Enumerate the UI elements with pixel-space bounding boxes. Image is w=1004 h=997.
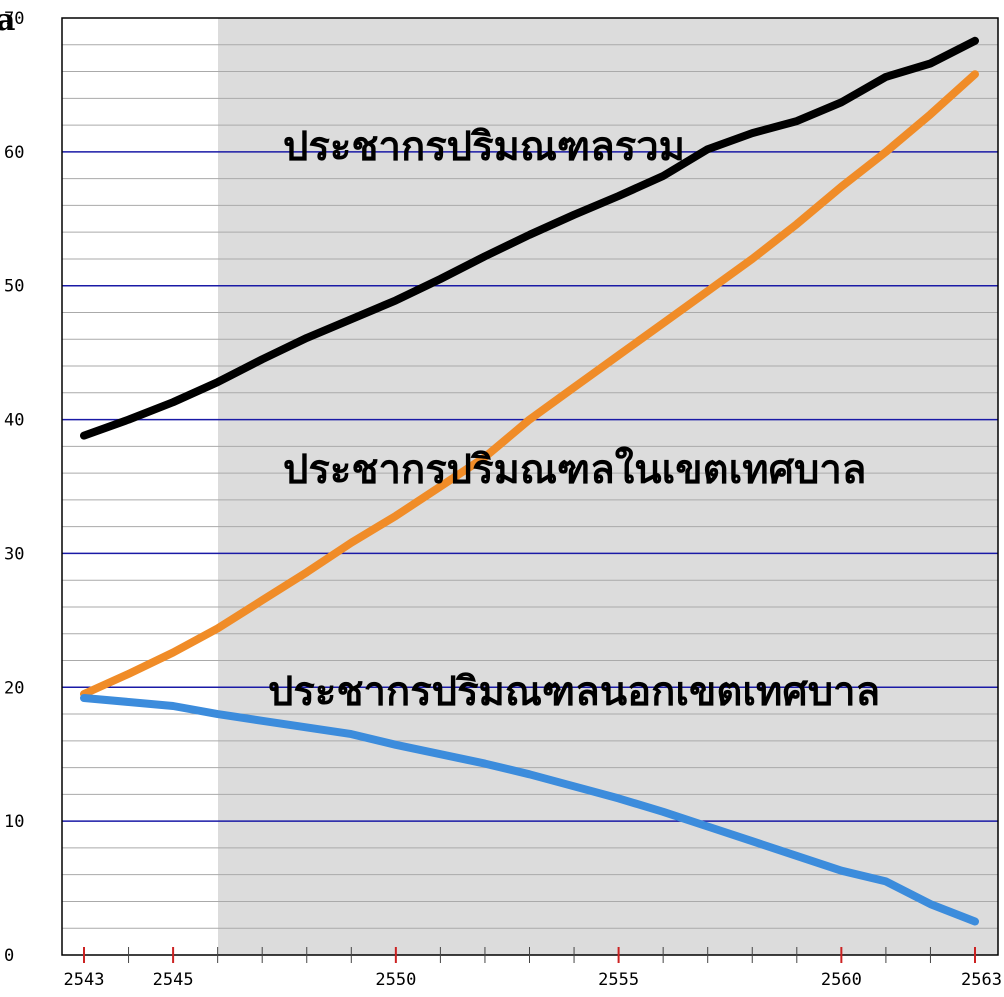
x-tick-label: 2545 [153,970,194,990]
series-lines [80,36,979,926]
x-tick-label: 2560 [821,970,862,990]
x-tick-label: 2563 [961,970,1002,990]
y-tick-label: 0 [4,946,14,966]
series-line-3 [80,694,979,926]
x-tick-label: 2555 [598,970,639,990]
x-tick-label: 2543 [64,970,105,990]
y-tick-label: 60 [4,143,24,163]
corner-glyph: a [0,3,15,38]
x-tick-label: 2550 [375,970,416,990]
y-tick-label: 40 [4,411,24,431]
y-tick-label: 10 [4,812,24,832]
y-tick-label: 50 [4,277,24,297]
series-line-1 [80,36,979,440]
series-label-2: ประชากรปริมณฑลในเขตเทศบาล [283,446,866,493]
gridlines [62,44,998,929]
series-label-3: ประชากรปริมณฑลนอกเขตเทศบาล [268,668,880,715]
y-tick-label: 30 [4,544,24,564]
series-labels: ประชากรปริมณฑลรวมประชากรปริมณฑลในเขตเทศบ… [268,123,880,715]
series-label-1: ประชากรปริมณฑลรวม [283,123,685,170]
axes: 0 10 20 30 40 50 60 70 2543 2545 2550 2555 2560 2563 [4,9,1002,990]
y-tick-label: 20 [4,678,24,698]
plot-background [62,18,998,955]
series-line-2 [80,70,979,698]
y-tick-label: 70 [4,9,24,29]
